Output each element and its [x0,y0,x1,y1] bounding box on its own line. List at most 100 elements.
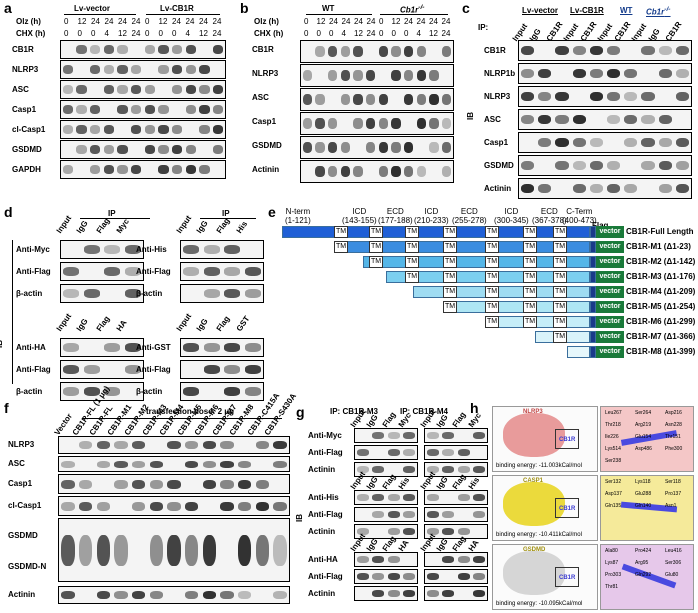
olz-value: 24 [131,17,141,26]
band [167,441,181,449]
lane-label: Myc [114,217,131,235]
construct-bar [282,226,590,238]
band [403,511,416,518]
blot-strip [300,112,454,135]
chx-value: 0 [77,29,82,38]
band [572,114,586,125]
olz-value: 24 [199,17,208,26]
blot-strip [518,132,692,153]
band [62,85,73,94]
band [158,105,169,114]
chx-value: 4 [104,29,109,38]
row-label: Anti-HA [16,343,46,352]
band [89,65,101,74]
band [199,125,210,134]
lane-label: IgG [364,536,380,553]
band [675,68,689,79]
dose-label: transfection dose: 2 μg [146,407,235,416]
lane-label: Vector [52,411,75,437]
tm-segment: TM [553,331,567,343]
band [416,166,427,177]
band [555,91,569,102]
band [473,494,486,501]
lane-label: IgG [434,474,450,491]
band [457,449,470,456]
lane-label: Flag [450,410,468,429]
band [96,591,110,599]
ip-label: IP: [478,23,489,32]
residue-label: Ser306 [665,560,682,566]
row-label: NLRP3 [12,65,39,74]
tm-segment: TM [485,286,499,298]
band [76,145,87,154]
band [224,365,241,374]
band [114,479,128,489]
tm-segment: TM [405,226,419,238]
band [641,114,655,125]
band [607,91,621,102]
band [185,165,196,174]
blot-strip [300,40,454,63]
band [426,466,439,473]
band [372,590,385,597]
band [555,137,569,148]
band [302,70,313,81]
band [199,165,210,174]
band [391,166,401,177]
band [416,94,427,105]
residue-label: Ile226 [605,434,619,440]
band [641,45,655,56]
band [238,460,252,468]
group-label: Lv-vector [74,4,111,13]
band [130,65,142,74]
row-label: GSDMD [12,145,42,154]
band [356,528,369,535]
band [185,45,196,54]
band [391,142,401,153]
protein-label: GSDMD [523,547,546,553]
band [183,387,200,396]
band [220,591,234,599]
blot-strip [354,569,418,584]
binding-energy: binding energy: -10.411kCal/mol [496,532,582,538]
blot-strip [60,160,226,179]
band [255,441,270,449]
blot-strip [300,88,454,111]
row-label: Anti-Flag [136,267,171,276]
row-label: GSDMD [484,161,514,170]
residue-label: Arg219 [635,422,652,428]
residue-label: Asn228 [665,422,682,428]
row-label: Anti-HA [308,555,338,564]
band [315,142,325,153]
construct-label: CB1R-M5 (Δ1-254) [626,302,696,311]
band [273,441,287,449]
band [353,46,363,57]
chx-value: 12 [199,29,208,38]
band [63,289,80,298]
band [624,137,638,148]
residue-label: Pro137 [665,491,682,497]
blot-strip [424,428,488,443]
blot-strip [60,284,144,303]
band [199,65,210,74]
band [589,183,603,194]
flag-tag [590,316,596,328]
olz-value: 24 [429,17,438,26]
band [89,125,101,134]
band [365,70,376,81]
band [457,466,470,473]
band [302,94,313,105]
band [244,387,261,396]
band [212,125,224,134]
band [62,125,73,134]
band [572,68,586,79]
band [149,501,164,511]
band [224,387,241,396]
band [184,534,199,566]
chx-value: 0 [379,29,384,38]
residue-label: Thr81 [605,584,619,590]
band [76,125,87,134]
band [131,460,146,468]
lane-label: IgG [434,536,450,553]
residue-label: Glu288 [635,491,652,497]
